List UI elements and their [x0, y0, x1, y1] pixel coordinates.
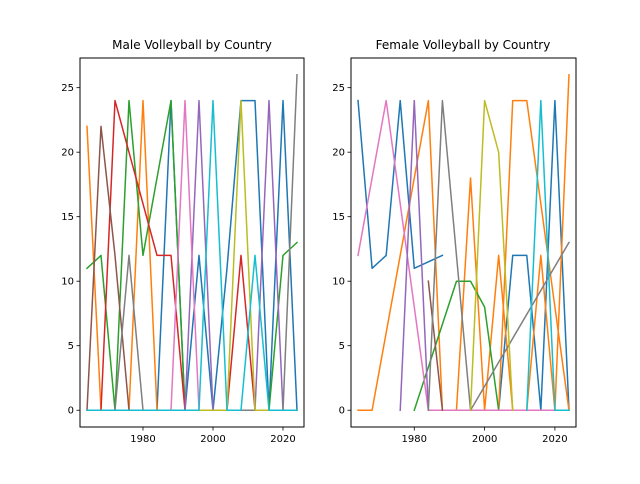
y-tick-label: 0	[68, 406, 74, 417]
x-tick-label: 2000	[472, 434, 497, 445]
plot-frame	[350, 57, 577, 428]
x-tick-label: 2020	[270, 434, 295, 445]
y-tick-label: 20	[332, 148, 345, 159]
x-tick-label: 1980	[402, 434, 427, 445]
y-axis-ticks: 0 5 10 15 20 25	[332, 83, 351, 417]
chart-title: Male Volleyball by Country	[112, 38, 272, 52]
series-line-2	[85, 99, 299, 411]
y-tick-label: 5	[68, 341, 74, 352]
series-line-9	[86, 99, 298, 411]
series-line-7	[427, 280, 444, 412]
x-tick-label: 2000	[200, 434, 225, 445]
y-axis-ticks: 0 5 10 15 20 25	[61, 83, 80, 417]
series-line-9	[469, 99, 514, 412]
x-tick-label: 1980	[130, 434, 155, 445]
series-line-0	[357, 99, 444, 270]
plot-frame	[79, 57, 305, 428]
chart-title: Female Volleyball by Country	[376, 38, 551, 52]
female-volleyball-chart: Female Volleyball by Country 1980 2000 202…	[332, 38, 577, 445]
series-line-6	[399, 99, 430, 412]
series-lines	[85, 73, 299, 412]
x-axis-ticks: 1980 2000 2020	[130, 427, 296, 445]
x-axis-ticks: 1980 2000 2020	[402, 427, 568, 445]
y-tick-label: 5	[339, 341, 345, 352]
y-tick-label: 10	[332, 277, 345, 288]
y-tick-label: 15	[61, 212, 74, 223]
series-line-4	[413, 280, 500, 412]
y-tick-label: 10	[61, 277, 74, 288]
series-line-10	[525, 99, 570, 412]
series-line-0	[86, 99, 298, 412]
y-tick-label: 0	[339, 406, 345, 417]
series-line-8	[427, 99, 570, 412]
y-tick-label: 25	[61, 83, 74, 94]
male-volleyball-chart: Male Volleyball by Country 1980 2000 2020 …	[61, 38, 305, 445]
y-tick-label: 25	[332, 83, 345, 94]
y-tick-label: 15	[332, 212, 345, 223]
y-tick-label: 20	[61, 148, 74, 159]
x-tick-label: 2020	[542, 434, 567, 445]
series-lines	[357, 73, 570, 412]
